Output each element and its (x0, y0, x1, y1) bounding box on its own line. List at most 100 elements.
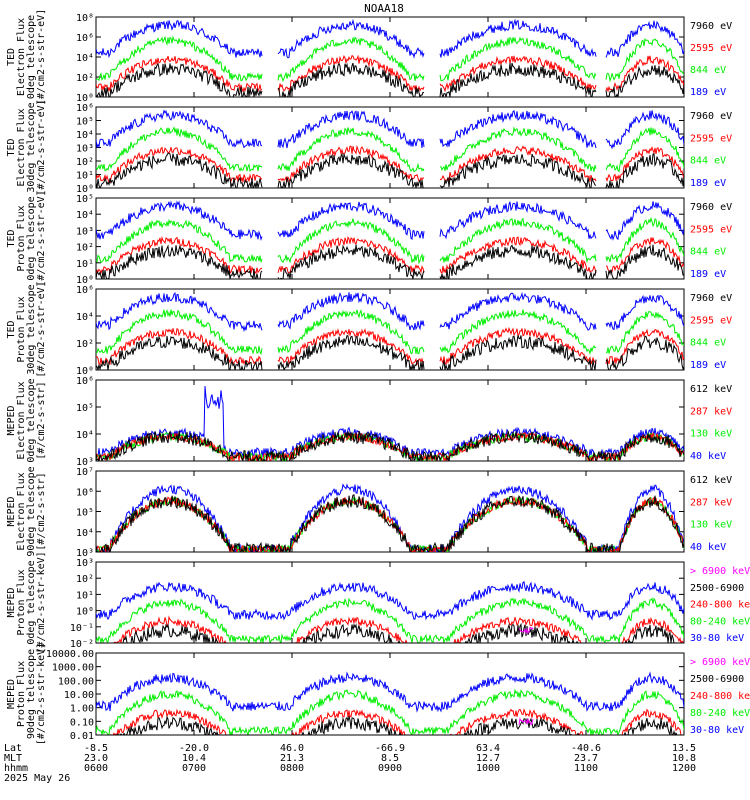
legend-entry: 40 keV (690, 542, 726, 553)
footer-lat: -8.5 (84, 743, 108, 754)
series-blue-trace (96, 18, 684, 59)
legend-entry: 7960 eV (690, 202, 732, 213)
y-axis-label-line: [#/cm2-s-str-keV] (36, 551, 47, 653)
y-axis-label-line: [#/cm2-s-str-keV] (36, 643, 47, 745)
panel-4: 10⁰ 10² 10⁴ 10⁶ TEDProton Flux30deg telescop… (6, 281, 732, 377)
legend-entry: 7960 eV (690, 293, 732, 304)
y-tick-label: 10⁻¹ (70, 623, 94, 634)
y-tick-label: 10² (76, 73, 94, 84)
y-tick-label: 10⁴ (76, 130, 94, 141)
series-black-trace (96, 335, 684, 370)
y-tick-label: 10⁴ (76, 210, 94, 221)
y-tick-label: 1.00 (70, 704, 94, 715)
y-axis-label-line: 30deg telescope (26, 102, 37, 192)
footer-hhmm: 1200 (672, 763, 696, 774)
series-red-trace (96, 144, 684, 183)
legend-entry: 189 eV (690, 87, 726, 98)
y-axis-label: TEDElectron Flux0deg telescope[#/cm2-s-s… (6, 9, 47, 105)
legend-entry: 130 keV (690, 520, 732, 531)
footer-mlt: 23.7 (574, 753, 598, 764)
y-tick-label: 100.00 (58, 676, 94, 687)
plot-title: NOAA18 (364, 2, 404, 15)
y-axis-label: TEDProton Flux0deg telescope[#/cm2-s-str… (6, 190, 47, 286)
traces (96, 483, 684, 552)
legend-entry: 844 eV (690, 247, 726, 258)
legend-entry: 30-80 keV (690, 725, 744, 736)
y-tick-label: 10⁶ (76, 33, 94, 44)
legend-entry: 7960 eV (690, 21, 732, 32)
y-axis-label: MEPEDElectron Flux90deg telescope[#/cm2-… (6, 466, 47, 556)
traces (96, 580, 684, 643)
y-tick-label: 10⁵ (76, 117, 94, 128)
y-tick-label: 10⁴ (76, 528, 94, 539)
y-tick-label: 10¹ (76, 171, 94, 182)
legend-entry: 844 eV (690, 156, 726, 167)
panel-1: 10⁰ 10² 10⁴ 10⁶ 10⁸ TEDElectron Flux0deg tele… (6, 9, 732, 105)
y-axis-label-line: TED (6, 320, 17, 338)
y-axis-label-line: [#/cm2-s-str-eV] (36, 281, 47, 377)
footer-row-label: Lat (4, 743, 22, 754)
footer-lat: -40.6 (571, 743, 601, 754)
traces (96, 671, 684, 735)
footer-lat: 13.5 (672, 743, 696, 754)
y-tick-label: 10² (76, 339, 94, 350)
panel-2: 10⁰ 10¹ 10² 10³ 10⁴ 10⁵ 10⁶ TEDElectron Flux30d… (6, 99, 732, 195)
footer-lat: 46.0 (280, 743, 304, 754)
series-blue-trace (96, 483, 684, 552)
y-axis-label-line: Proton Flux (16, 205, 27, 271)
y-tick-label: 10⁰ (76, 366, 94, 377)
y-tick-label: 10² (76, 243, 94, 254)
traces (96, 291, 684, 370)
y-axis-label-line: Proton Flux (16, 296, 27, 362)
y-axis-label: MEPEDProton Flux0deg telescope[#/cm2-s-s… (6, 551, 47, 653)
y-axis-label-line: [#/cm2-s-str-eV] (36, 190, 47, 286)
y-axis-label-line: MEPED (6, 405, 17, 435)
series-red-trace (96, 326, 684, 367)
footer-hhmm: 0600 (84, 763, 108, 774)
series-green-trace (96, 35, 684, 83)
panel-6: 10³ 10⁴ 10⁵ 10⁶ 10⁷ MEPEDElectron Flux90deg t… (6, 466, 732, 559)
legend-entry: 612 keV (690, 475, 732, 486)
y-tick-label: 10⁵ (76, 403, 94, 414)
y-axis-label-line: [#/cm2-s-str] (36, 472, 47, 550)
footer-hhmm: 1100 (574, 763, 598, 774)
y-axis-label-line: 0deg telescope (26, 560, 37, 644)
y-axis-label: TEDElectron Flux30deg telescope[#/cm2-s-… (6, 99, 47, 195)
y-axis-label-line: 0deg telescope (26, 15, 37, 99)
legend-entry: 2595 eV (690, 315, 732, 326)
y-tick-label: 10.00 (64, 690, 94, 701)
panel-8: 0.010.101.0010.00100.001000.0010000.00ME… (6, 643, 750, 745)
footer-lat: 63.4 (476, 743, 500, 754)
legend-entry: 2500-6900 keV (690, 674, 750, 685)
series-black-trace (96, 714, 684, 735)
y-axis-label-line: MEPED (6, 587, 17, 617)
y-axis-label-line: Proton Flux (16, 661, 27, 727)
y-axis-label: TEDProton Flux30deg telescope[#/cm2-s-st… (6, 281, 47, 377)
legend-entry: 844 eV (690, 65, 726, 76)
y-tick-label: 0.10 (70, 717, 94, 728)
legend-entry: 2595 eV (690, 133, 732, 144)
y-tick-label: 10³ (76, 144, 94, 155)
y-tick-label: 10² (76, 157, 94, 168)
footer-mlt: 12.7 (476, 753, 500, 764)
footer-mlt: 23.0 (84, 753, 108, 764)
footer-hhmm: 1000 (476, 763, 500, 774)
panel-3: 10⁰ 10¹ 10² 10³ 10⁴ 10⁵ TEDProton Flux0deg tel… (6, 190, 732, 286)
legend-entry: > 6900 keV (690, 566, 750, 577)
footer-hhmm: 0700 (182, 763, 206, 774)
series-green-trace (96, 597, 684, 643)
y-axis-label-line: 30deg telescope (26, 284, 37, 374)
legend-entry: 7960 eV (690, 111, 732, 122)
y-tick-label: 10⁴ (76, 53, 94, 64)
y-axis-label: MEPEDProton Flux90deg telescope[#/cm2-s-… (6, 643, 47, 745)
footer-hhmm: 0800 (280, 763, 304, 774)
y-tick-label: 10⁶ (76, 103, 94, 114)
series-black-trace (96, 622, 684, 643)
y-axis-label-line: TED (6, 48, 17, 66)
footer-hhmm: 0900 (378, 763, 402, 774)
y-axis-label-line: TED (6, 138, 17, 156)
series-red-trace (96, 54, 684, 93)
y-axis-label-line: Electron Flux (16, 381, 27, 459)
